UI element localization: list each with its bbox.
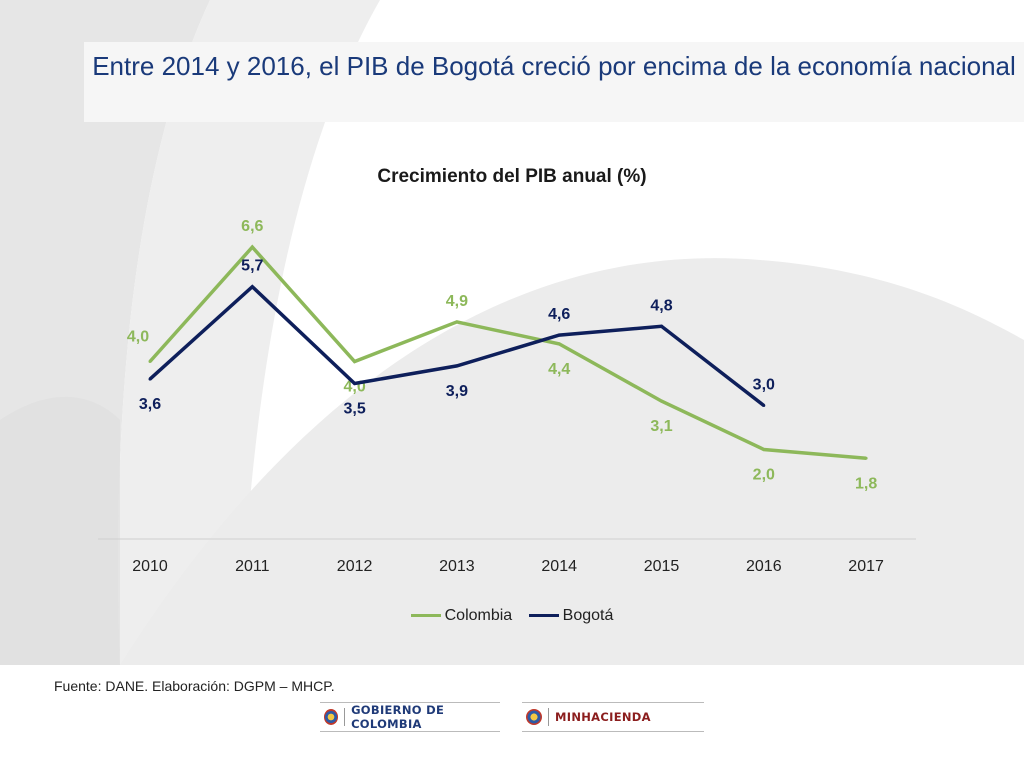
chart-legend: Colombia Bogotá xyxy=(0,604,1024,625)
data-point xyxy=(864,456,868,460)
data-label: 4,8 xyxy=(650,297,672,314)
legend-swatch-bogota xyxy=(528,614,559,617)
data-point xyxy=(557,333,561,337)
data-point xyxy=(250,285,254,289)
data-label: 1,8 xyxy=(855,475,877,492)
data-point xyxy=(455,364,459,368)
colombia-seal-icon xyxy=(526,709,542,725)
logo-separator xyxy=(344,708,346,726)
data-point xyxy=(148,360,152,363)
x-tick-label: 2010 xyxy=(132,558,168,575)
data-label: 4,9 xyxy=(446,293,468,310)
x-tick-label: 2013 xyxy=(439,558,475,575)
data-point xyxy=(353,382,357,385)
data-point xyxy=(762,448,766,451)
data-label: 3,1 xyxy=(650,418,672,435)
data-point xyxy=(250,245,254,249)
data-point xyxy=(148,377,152,381)
slide-title: Entre 2014 y 2016, el PIB de Bogotá crec… xyxy=(92,51,1016,81)
data-label: 3,5 xyxy=(343,401,365,418)
title-band: Entre 2014 y 2016, el PIB de Bogotá crec… xyxy=(84,42,1024,122)
data-label: 4,6 xyxy=(548,306,570,323)
data-label: 3,6 xyxy=(139,396,161,413)
data-point xyxy=(660,324,663,328)
data-label: 3,0 xyxy=(753,377,775,394)
data-point xyxy=(353,360,357,363)
data-point xyxy=(557,342,561,346)
data-label: 5,7 xyxy=(241,258,263,275)
x-tick-label: 2011 xyxy=(235,558,270,575)
legend-label-colombia: Colombia xyxy=(444,606,513,624)
data-label: 6,6 xyxy=(241,218,263,235)
footer-band xyxy=(0,665,1024,768)
series-line-colombia xyxy=(148,244,867,461)
x-tick-label: 2016 xyxy=(746,558,782,575)
data-label: 4,0 xyxy=(127,329,149,346)
x-tick-label: 2017 xyxy=(848,558,884,575)
data-label: 2,0 xyxy=(753,467,775,484)
legend-label-bogota: Bogotá xyxy=(562,606,614,624)
logo-separator xyxy=(548,708,549,726)
colombia-seal-icon xyxy=(324,709,339,725)
x-tick-label: 2015 xyxy=(644,558,680,575)
data-point xyxy=(455,320,459,324)
gobierno-logo: GOBIERNO DE COLOMBIA xyxy=(320,702,500,732)
gobierno-logo-text: GOBIERNO DE COLOMBIA xyxy=(351,703,445,731)
minhacienda-logo-text: MINHACIENDA xyxy=(555,710,651,724)
source-note: Fuente: DANE. Elaboración: DGPM – MHCP. xyxy=(54,678,335,694)
legend-item-colombia: Colombia xyxy=(410,606,513,625)
data-label: 3,9 xyxy=(446,383,468,400)
x-tick-label: 2014 xyxy=(541,558,577,575)
data-point xyxy=(660,399,663,403)
legend-swatch-colombia xyxy=(410,614,441,617)
chart-title: Crecimiento del PIB anual (%) xyxy=(377,166,647,187)
data-label: 4,4 xyxy=(548,361,570,378)
x-tick-label: 2012 xyxy=(337,558,373,575)
minhacienda-logo: MINHACIENDA xyxy=(522,702,704,732)
data-point xyxy=(762,404,766,407)
legend-item-bogota: Bogotá xyxy=(528,606,614,625)
